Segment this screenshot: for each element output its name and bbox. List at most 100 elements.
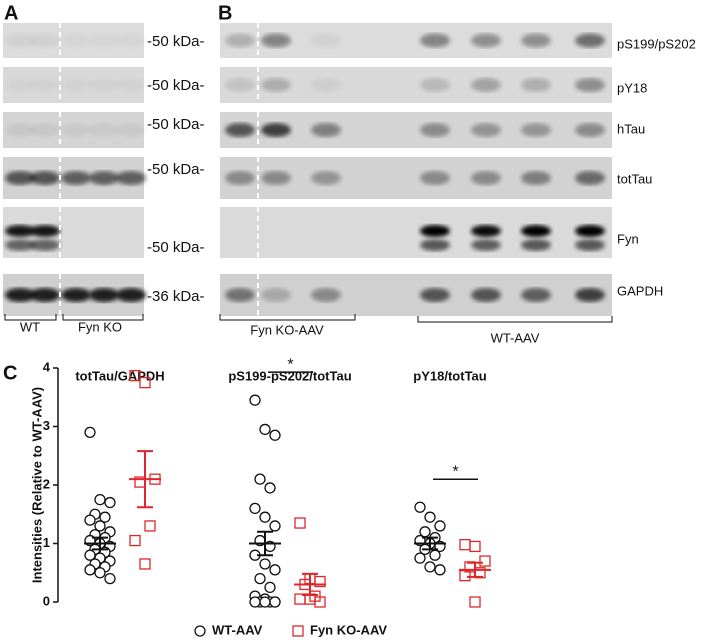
band [311,171,341,185]
y-tick-label: 4 [43,359,51,374]
group-label: Fyn KO-AAV [250,322,324,337]
group-bracket [417,316,613,323]
legend-label: Fyn KO-AAV [310,622,387,637]
group-label: WT-AAV [491,330,540,345]
band [225,123,255,137]
band [420,225,450,237]
band [420,239,450,251]
point [469,596,481,608]
point [479,555,491,567]
point [104,496,116,509]
band [116,34,146,48]
point [264,482,276,494]
point [314,596,326,608]
band [225,171,255,185]
point [269,520,281,532]
point [254,572,266,585]
point [249,596,261,608]
antibody-label: totTau [617,171,652,186]
band [30,123,60,137]
band [89,123,119,137]
mw-marker: -50 kDa- [147,77,205,94]
point [414,552,426,564]
band [116,171,146,185]
band [575,239,605,251]
point [429,549,441,561]
band [420,33,450,48]
point [469,540,481,553]
band [261,78,291,92]
mw-marker: -50 kDa- [147,116,205,133]
mw-marker: -50 kDa- [147,239,205,256]
mw-marker: -50 kDa- [147,161,205,178]
band [420,288,450,302]
group-title: pY18/totTau [413,368,486,383]
y-tick-label: 0 [43,593,50,608]
point [269,564,281,576]
mw-marker: -36 kDa- [147,288,205,305]
blots [3,23,612,316]
point [254,473,266,485]
y-tick-label: 2 [43,476,50,491]
band [30,239,60,251]
point [434,564,446,576]
band [261,171,291,185]
band [471,78,501,92]
legend-marker [292,625,304,637]
point [84,549,96,561]
band [116,288,146,302]
sem-bar [302,572,318,596]
band [61,288,91,302]
point [99,511,111,523]
point [94,493,106,506]
band [261,288,291,302]
group-bracket [62,314,144,321]
antibody-label: pY18 [617,80,647,95]
point [139,558,151,570]
significance-label: * [287,356,293,373]
point [424,511,436,523]
point [269,596,281,608]
band [225,78,255,92]
band [311,33,341,48]
band [89,171,119,185]
panel-label: A [4,2,18,24]
sem-bar [137,450,153,509]
band [261,33,291,48]
point [84,514,96,526]
sem-bar [257,530,273,557]
band [61,78,91,92]
band [471,33,501,48]
band [575,288,605,302]
band [575,33,605,48]
point [249,394,261,406]
band [420,171,450,185]
band [89,78,119,92]
mw-marker: -50 kDa- [147,33,205,50]
y-tick-label: 1 [43,535,50,550]
point [259,423,271,436]
point [144,520,156,532]
point [259,511,271,523]
band [521,288,551,302]
band [116,78,146,92]
band [311,288,341,302]
band [5,225,35,237]
group-title: pS199-pS202/totTau [228,368,351,383]
band [420,123,450,137]
sem-bar [92,536,108,551]
band [89,288,119,302]
antibody-label: Fyn [617,231,639,246]
band [89,34,119,48]
band [30,33,60,48]
point [434,520,446,532]
group-bracket [4,314,57,321]
group-title: totTau/GAPDH [75,368,164,383]
band [521,123,551,137]
band [575,171,605,185]
band [471,225,501,237]
blot-strip [220,207,612,258]
point [104,572,116,585]
y-tick-label: 3 [43,418,50,433]
antibody-label: pS199/pS202 [617,36,696,51]
